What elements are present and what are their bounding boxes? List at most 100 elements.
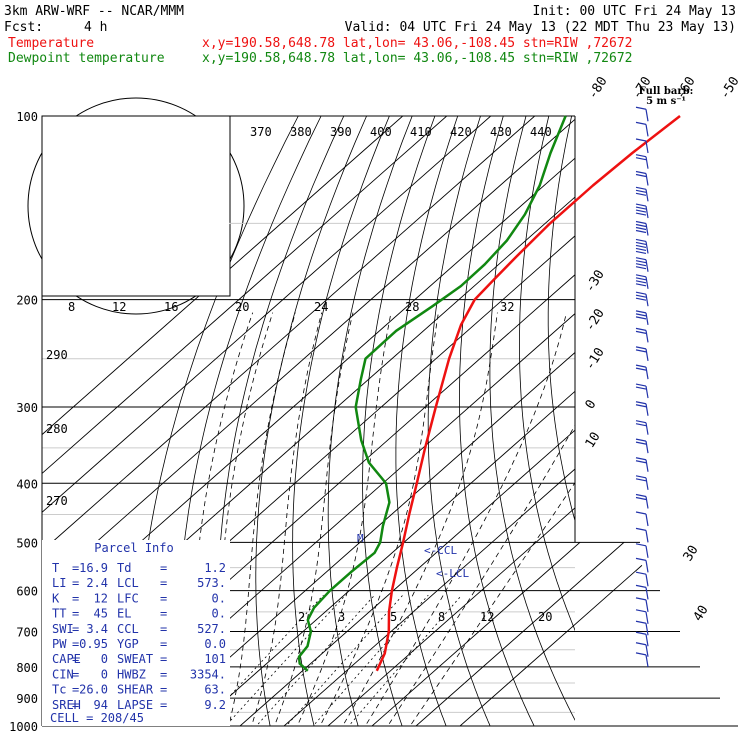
dry-adiabat	[547, 116, 575, 523]
parcel-info-cell: LAPSE	[117, 698, 153, 712]
theta-label: 410	[410, 125, 432, 139]
wind-barb	[635, 609, 649, 624]
model-title: 3km ARW-WRF -- NCAR/MMM	[4, 4, 184, 19]
dry-adiabat	[327, 116, 413, 726]
wind-barb	[635, 383, 649, 399]
parcel-info-cell: 94	[94, 698, 108, 712]
parcel-info-cell: LFC	[117, 591, 139, 605]
parcel-info-cell: Td	[117, 561, 131, 575]
parcel-info-cell: =	[72, 652, 79, 666]
wind-barb	[635, 364, 649, 380]
parcel-info-cell: LI	[52, 576, 66, 590]
mixing-ratio-line	[255, 594, 375, 726]
parcel-info-cell: =	[160, 607, 167, 621]
parcel-info-cell: T	[52, 561, 59, 575]
wind-barb	[635, 203, 649, 219]
mixing-ratio-label: 8	[68, 300, 75, 314]
parcel-info-cell: =	[72, 607, 79, 621]
parcel-info-cell: 9.2	[204, 698, 226, 712]
pressure-label: 400	[16, 477, 38, 491]
mixing-ratio-label: 24	[314, 300, 328, 314]
temperature-location: x,y=190.58,648.78 lat,lon= 43.06,-108.45…	[202, 36, 632, 51]
parcel-info-cell: =	[72, 561, 79, 575]
parcel-info-cell: =	[72, 667, 79, 681]
profile-layer	[297, 115, 681, 672]
wind-barb	[635, 557, 649, 573]
parcel-info-cell: PW	[52, 637, 67, 651]
isotherm	[42, 116, 611, 726]
mixing-ratio-label: 8	[438, 610, 445, 624]
isotherm	[181, 116, 740, 726]
parcel-info-cell: SHEAR	[117, 683, 154, 697]
parcel-info-cell: 12	[94, 591, 108, 605]
parcel-info-cell: =	[160, 561, 167, 575]
mixing-ratio-line	[224, 594, 346, 726]
pressure-label: 1000	[9, 720, 38, 734]
mixing-ratio-label: 12	[480, 610, 494, 624]
parcel-info-cell: =	[72, 591, 79, 605]
parcel-info-cell: 0	[101, 652, 108, 666]
parcel-info-cell: SREH	[52, 698, 81, 712]
parcel-info-cell: 0.95	[79, 637, 108, 651]
dry-adiabat	[459, 116, 535, 726]
theta-label: 390	[330, 125, 352, 139]
parcel-info-cell: =	[72, 683, 79, 697]
parcel-info-panel: Parcel Info T = 16.9 Td = 1.2LI = 2.4 LCL = 573.K =…	[42, 540, 230, 726]
isotherm-label: 40	[691, 603, 712, 624]
dewpoint-location: x,y=190.58,648.78 lat,lon= 43.06,-108.45…	[202, 51, 632, 66]
parcel-info-cell: 1.2	[204, 561, 226, 575]
wind-barb	[635, 642, 649, 657]
theta-label-side: 290	[46, 348, 68, 362]
hodograph-mask	[42, 116, 230, 296]
moist-adiabat	[228, 312, 296, 726]
parcel-info-background	[42, 540, 230, 726]
parcel-info-cell: =	[160, 667, 167, 681]
mixing-ratio-label: 20	[235, 300, 249, 314]
pressure-label: 700	[16, 626, 38, 640]
wind-barb	[635, 291, 649, 307]
parcel-info-cell: =	[160, 652, 167, 666]
parcel-info-cell: =	[160, 576, 167, 590]
parcel-info-cell: =	[160, 622, 167, 636]
parcel-info-cell: TT	[52, 607, 66, 621]
parcel-info-cell: HWBZ	[117, 667, 146, 681]
parcel-cell: CELL = 208/45	[50, 711, 144, 725]
wind-barb	[635, 138, 649, 154]
barb-scale-title: Full barb:	[639, 86, 694, 97]
barb-scale-unit: 5 m s⁻¹	[646, 96, 686, 107]
mixing-ratio-label: 3	[338, 610, 345, 624]
parcel-info-cell: 573.	[197, 576, 226, 590]
wind-barb	[635, 475, 649, 490]
wind-barb	[635, 154, 649, 169]
moist-adiabat	[409, 481, 575, 726]
wind-barb	[635, 571, 649, 587]
wind-barb	[635, 543, 649, 558]
parcel-info-cell: =	[72, 576, 79, 590]
parcel-info-cell: 63.	[204, 683, 226, 697]
dry-adiabat	[427, 116, 491, 726]
parcel-info-cell: 527.	[197, 622, 226, 636]
mixing-ratio-line	[348, 594, 463, 726]
moist-adiabat	[342, 312, 498, 726]
fcst-label: Fcst:	[4, 20, 43, 35]
isotherm	[42, 116, 435, 726]
dry-adiabat	[489, 116, 575, 721]
hodograph-ring-outer	[27, 97, 245, 315]
mixing-ratio-label: 32	[500, 300, 514, 314]
parcel-info-cell: =	[72, 637, 79, 651]
mixing-ratio-label: 28	[405, 300, 419, 314]
wind-barb	[635, 257, 649, 272]
dewpoint-legend: Dewpoint temperature	[8, 51, 165, 66]
parcel-info-cell: CIN	[52, 667, 74, 681]
theta-label: 420	[450, 125, 472, 139]
parcel-info-cell: YGP	[117, 637, 139, 651]
parcel-info-cell: Tc	[52, 683, 66, 697]
wind-barb	[635, 121, 649, 137]
parcel-info-cell: 45	[94, 607, 108, 621]
wind-barb	[635, 438, 649, 454]
isotherm	[42, 116, 655, 726]
theta-label: 370	[250, 125, 272, 139]
wind-barb	[635, 327, 649, 343]
wind-barb	[635, 584, 649, 600]
parcel-info-cell: LCL	[117, 576, 139, 590]
